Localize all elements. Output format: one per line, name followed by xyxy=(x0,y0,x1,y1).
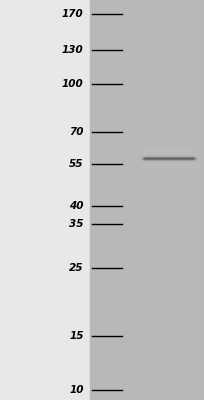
Text: 10: 10 xyxy=(69,385,84,395)
Text: 130: 130 xyxy=(62,45,84,55)
Text: 25: 25 xyxy=(69,263,84,273)
Bar xyxy=(90,0,204,400)
Text: 170: 170 xyxy=(62,9,84,19)
Text: 55: 55 xyxy=(69,159,84,169)
Text: 15: 15 xyxy=(69,331,84,341)
Bar xyxy=(0,0,90,400)
Text: 40: 40 xyxy=(69,201,84,211)
Text: 100: 100 xyxy=(62,80,84,90)
Text: 35: 35 xyxy=(69,219,84,229)
Text: 70: 70 xyxy=(69,127,84,137)
